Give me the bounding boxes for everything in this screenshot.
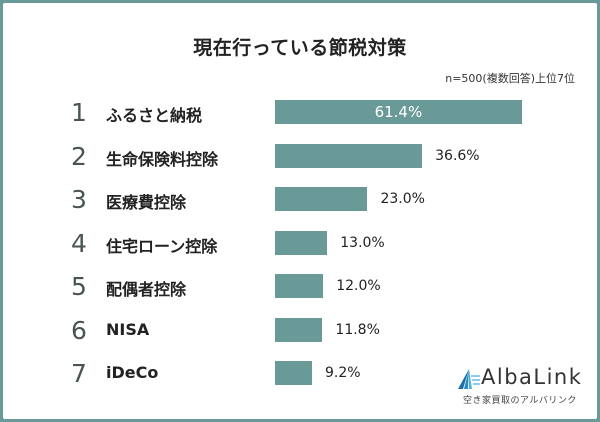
value-label: 13.0% [340,234,385,251]
category-label: NISA [106,319,150,339]
chart-title: 現在行っている節税対策 [193,37,407,59]
rank-number: 4 [71,228,87,258]
value-label: 61.4% [374,103,423,121]
value-label: 23.0% [380,191,425,207]
triangle-rays-logo-icon [458,369,480,389]
value-label: 36.6% [435,147,480,164]
rank-number: 6 [71,315,87,345]
value-label: 9.2% [324,365,361,381]
value-label: 12.0% [336,278,381,294]
logo-name: AlbaLink [481,365,583,389]
category-label: iDeCo [106,363,159,382]
bar-row: 5 配偶者控除 12.0% [3,272,597,301]
category-label: 配偶者控除 [106,280,187,299]
bar-row: 2 生命保険料控除 36.6% [3,141,597,171]
sample-note: n=500(複数回答)上位7位 [445,72,575,85]
value-label: 11.8% [335,321,380,338]
rank-number: 5 [71,272,87,301]
bar-row: 3 医療費控除 23.0% [3,185,597,214]
category-label: 住宅ローン控除 [106,236,218,256]
chart-panel: 現在行っている節税対策 n=500(複数回答)上位7位 1 ふるさと納税 61.4%… [3,3,597,419]
bar-row: 4 住宅ローン控除 13.0% [3,228,597,258]
rank-number: 1 [71,98,87,127]
category-label: 生命保険料控除 [106,149,219,169]
rank-number: 2 [71,141,87,171]
bar-row: 1 ふるさと納税 61.4% [3,98,597,127]
bar [275,230,328,255]
category-label: ふるさと納税 [106,106,203,125]
bar [275,361,312,385]
bar [275,143,423,168]
bar: 61.4% [275,100,522,124]
logo-tagline: 空き家買取のアルバリンク [463,396,577,406]
bar-row: 7 iDeCo 9.2% [3,359,597,388]
bar-row: 6 NISA 11.8% [3,315,597,345]
bar [275,274,324,298]
albalink-logo: AlbaLink 空き家買取のアルバリンク [455,365,585,409]
bar [275,187,368,211]
bar [275,317,323,342]
rank-number: 7 [71,359,87,388]
rank-number: 3 [71,185,87,214]
category-label: 医療費控除 [106,193,187,212]
